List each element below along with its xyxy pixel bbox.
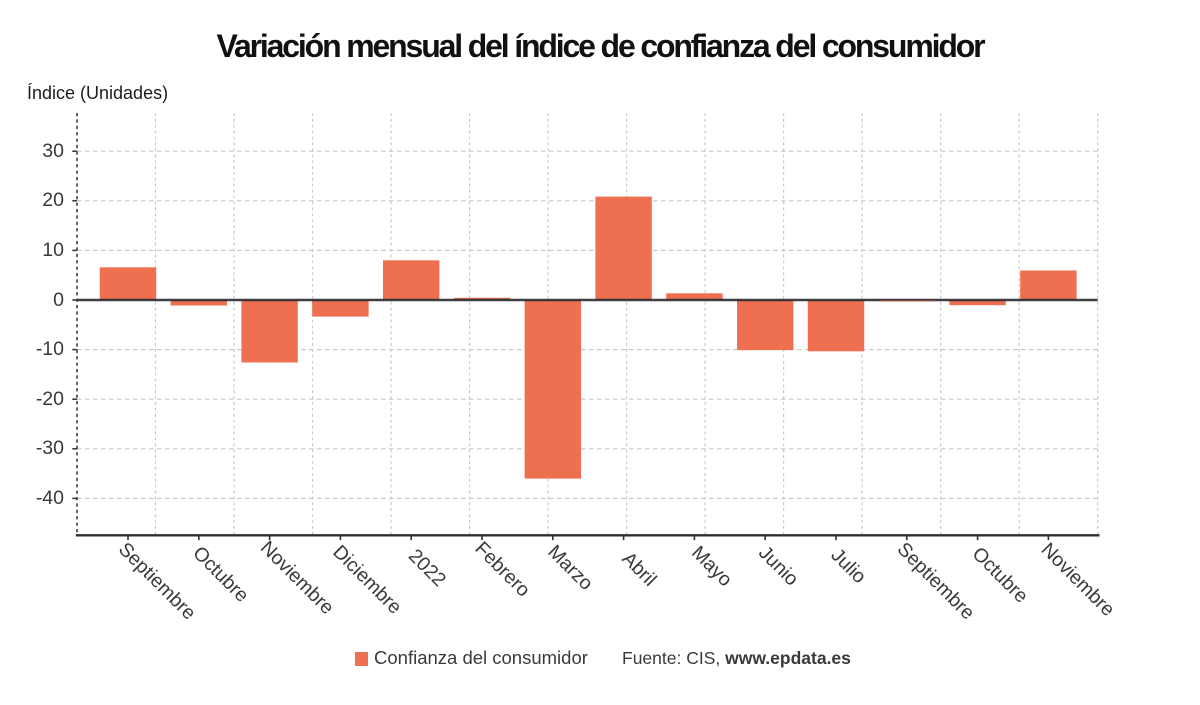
svg-text:Noviembre: Noviembre: [1037, 539, 1119, 621]
svg-text:Julio: Julio: [826, 544, 870, 588]
svg-text:2022: 2022: [404, 545, 450, 591]
svg-text:Octubre: Octubre: [188, 542, 253, 607]
svg-text:Marzo: Marzo: [543, 541, 597, 595]
svg-text:Septiembre: Septiembre: [114, 538, 200, 624]
svg-text:Septiembre: Septiembre: [893, 538, 979, 624]
svg-text:Mayo: Mayo: [687, 542, 736, 591]
svg-text:Junio: Junio: [754, 542, 803, 591]
svg-text:Octubre: Octubre: [968, 543, 1033, 608]
svg-text:Febrero: Febrero: [471, 537, 535, 601]
svg-text:Diciembre: Diciembre: [328, 541, 406, 619]
svg-text:Noviembre: Noviembre: [256, 537, 338, 619]
svg-text:Abril: Abril: [618, 548, 661, 591]
